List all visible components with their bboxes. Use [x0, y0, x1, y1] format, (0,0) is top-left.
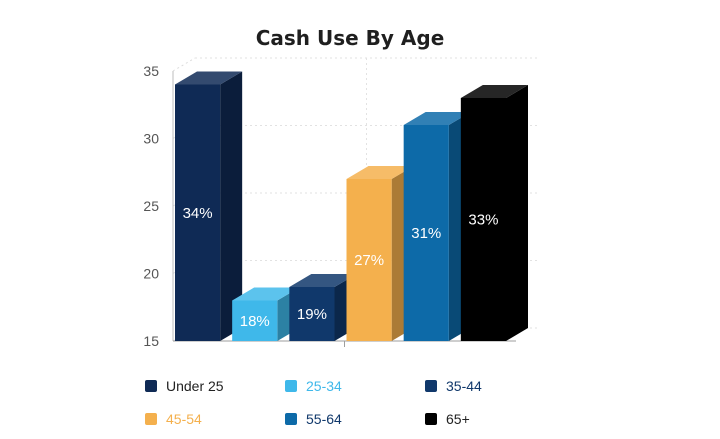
y-tick-label: 15	[143, 333, 159, 349]
bar-top	[175, 71, 243, 85]
legend-swatch	[145, 380, 157, 392]
legend-item: Under 25	[145, 378, 285, 394]
legend-label: 65+	[446, 411, 470, 427]
bar-top	[460, 85, 528, 98]
bar-top	[232, 287, 300, 301]
chart-legend: Under 25 25-34 35-44 45-54 55-64 65+	[145, 378, 565, 427]
y-tick-label: 20	[143, 266, 159, 282]
bar	[232, 300, 278, 341]
bar-side	[506, 85, 528, 341]
y-tick-label: 30	[143, 131, 159, 147]
legend-swatch	[425, 380, 437, 392]
legend-swatch	[145, 413, 157, 425]
bar-side	[220, 71, 243, 341]
legend-swatch	[285, 413, 297, 425]
bar	[289, 287, 335, 341]
legend-label: 35-44	[446, 378, 482, 394]
data-label: 19%	[297, 306, 327, 323]
legend-label: 55-64	[306, 411, 342, 427]
data-label: 34%	[183, 205, 213, 222]
gridline-side	[172, 57, 196, 72]
legend-swatch	[425, 413, 437, 425]
legend-item: 25-34	[285, 378, 425, 394]
bar	[403, 125, 449, 341]
legend-label: Under 25	[166, 378, 224, 394]
bar-top	[346, 166, 414, 179]
legend-item: 35-44	[425, 378, 565, 394]
legend-item: 65+	[425, 411, 565, 427]
bar	[175, 84, 221, 341]
y-tick-label: 35	[143, 63, 159, 79]
legend-item: 55-64	[285, 411, 425, 427]
legend-swatch	[285, 380, 297, 392]
data-label: 18%	[240, 313, 270, 330]
legend-label: 45-54	[166, 411, 202, 427]
bar-top	[289, 274, 357, 287]
y-tick-label: 25	[143, 198, 159, 214]
bar	[460, 98, 506, 341]
data-label: 33%	[468, 212, 498, 229]
bar	[346, 179, 392, 341]
legend-label: 25-34	[306, 378, 342, 394]
bar-top	[403, 112, 471, 125]
legend-item: 45-54	[145, 411, 285, 427]
chart-title: Cash Use By Age	[255, 26, 445, 50]
data-label: 31%	[411, 225, 441, 242]
data-label: 27%	[354, 252, 384, 269]
